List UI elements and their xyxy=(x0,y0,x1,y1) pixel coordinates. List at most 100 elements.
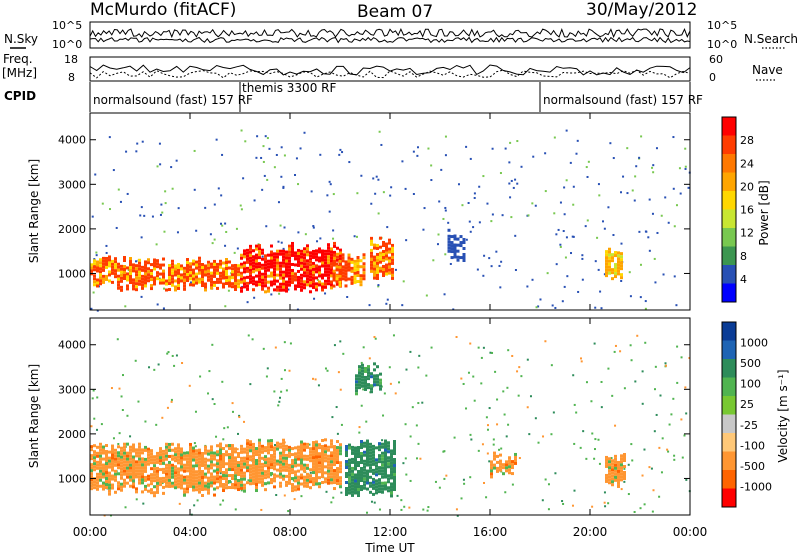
velocity-data-cell xyxy=(234,480,237,484)
velocity-data-cell xyxy=(384,484,387,488)
power-data-cell xyxy=(453,234,457,238)
power-scatter-cell xyxy=(332,237,335,240)
power-scatter-cell xyxy=(581,278,584,281)
velocity-scatter-cell xyxy=(661,437,664,440)
velocity-data-cell xyxy=(348,446,351,450)
velocity-data-cell xyxy=(336,479,339,483)
velocity-data-cell xyxy=(99,466,102,470)
velocity-data-cell xyxy=(162,479,165,483)
power-scatter-cell xyxy=(109,208,112,211)
velocity-data-cell xyxy=(126,460,129,464)
power-data-cell xyxy=(333,253,336,257)
velocity-data-cell xyxy=(117,460,120,464)
freq-nave-panel: Freq. [MHz] 18 8 60 0 Nave xyxy=(2,52,783,84)
velocity-data-cell xyxy=(204,466,207,470)
velocity-data-cell xyxy=(348,488,351,492)
velocity-data-cell xyxy=(324,471,327,475)
velocity-data-cell xyxy=(237,452,240,456)
velocity-data-cell xyxy=(210,466,213,470)
velocity-data-cell xyxy=(360,458,363,462)
power-data-cell xyxy=(162,269,165,273)
power-data-cell xyxy=(362,277,366,281)
power-scatter-cell xyxy=(544,152,547,155)
velocity-data-cell xyxy=(282,444,285,448)
velocity-data-cell xyxy=(336,458,339,462)
power-scatter-cell xyxy=(444,135,447,138)
velocity-data-cell xyxy=(120,470,123,474)
power-scatter-cell xyxy=(225,230,228,233)
power-data-cell xyxy=(150,284,153,288)
power-data-cell xyxy=(144,263,147,267)
velocity-data-cell xyxy=(620,463,623,467)
power-scatter-cell xyxy=(299,147,302,150)
power-data-cell xyxy=(300,261,303,265)
velocity-data-cell xyxy=(620,466,623,470)
power-scatter-cell xyxy=(672,187,675,190)
velocity-data-cell xyxy=(120,485,123,489)
velocity-data-cell xyxy=(336,473,339,477)
power-data-cell xyxy=(246,287,249,291)
power-scatter-cell xyxy=(385,302,388,305)
velocity-colorbar-tick: -1000 xyxy=(740,480,772,493)
velocity-data-cell xyxy=(183,469,186,473)
velocity-scatter-cell xyxy=(392,334,395,337)
velocity-data-cell xyxy=(180,465,183,469)
velocity-data-cell xyxy=(246,448,249,452)
velocity-ylabel: Slant Range [km] xyxy=(27,364,41,468)
velocity-data-cell xyxy=(363,471,366,475)
velocity-data-cell xyxy=(93,468,96,472)
velocity-data-cell xyxy=(288,478,291,482)
power-data-cell xyxy=(614,263,617,267)
power-scatter-cell xyxy=(332,193,335,196)
velocity-data-cell xyxy=(114,454,117,458)
velocity-data-cell xyxy=(267,448,270,452)
power-scatter-cell xyxy=(394,268,397,271)
velocity-data-cell xyxy=(387,480,390,484)
velocity-scatter-cell xyxy=(585,381,588,384)
velocity-data-cell xyxy=(216,471,219,475)
power-scatter-cell xyxy=(473,196,476,199)
power-scatter-cell xyxy=(500,260,503,263)
power-data-cell xyxy=(237,273,240,277)
power-scatter-cell xyxy=(105,251,108,254)
power-data-cell xyxy=(237,264,240,268)
velocity-data-cell xyxy=(333,451,336,455)
velocity-colorbar-cell xyxy=(722,470,736,489)
power-data-cell xyxy=(207,275,210,279)
velocity-data-cell xyxy=(240,471,243,475)
velocity-data-cell xyxy=(369,463,372,467)
velocity-data-cell xyxy=(511,466,514,470)
power-data-cell xyxy=(385,242,388,246)
velocity-data-cell xyxy=(511,460,514,464)
power-data-cell xyxy=(306,253,309,257)
power-scatter-cell xyxy=(338,153,341,156)
velocity-data-cell xyxy=(234,486,237,490)
power-data-cell xyxy=(297,269,300,273)
velocity-data-cell xyxy=(210,451,213,455)
power-data-cell xyxy=(300,267,303,271)
velocity-scatter-cell xyxy=(280,390,283,393)
power-scatter-cell xyxy=(329,183,332,186)
velocity-data-cell xyxy=(111,462,114,466)
power-data-cell xyxy=(258,280,261,284)
velocity-data-cell xyxy=(499,465,502,469)
velocity-data-cell xyxy=(96,445,99,449)
power-scatter-cell xyxy=(442,217,445,220)
power-data-cell xyxy=(192,283,195,287)
power-scatter-cell xyxy=(510,216,513,219)
power-scatter-cell xyxy=(612,234,615,237)
velocity-data-cell xyxy=(138,469,141,473)
power-data-cell xyxy=(138,258,141,262)
velocity-data-cell xyxy=(336,461,339,465)
power-scatter-cell xyxy=(164,190,167,193)
power-scatter-cell xyxy=(195,229,198,232)
power-data-cell xyxy=(306,262,309,266)
velocity-data-cell xyxy=(252,442,255,446)
velocity-data-cell xyxy=(330,478,333,482)
velocity-data-cell xyxy=(261,474,264,478)
power-scatter-cell xyxy=(279,224,282,227)
velocity-data-cell xyxy=(90,454,93,458)
velocity-data-cell xyxy=(381,469,384,473)
velocity-data-cell xyxy=(150,452,153,456)
velocity-data-cell xyxy=(204,481,207,485)
